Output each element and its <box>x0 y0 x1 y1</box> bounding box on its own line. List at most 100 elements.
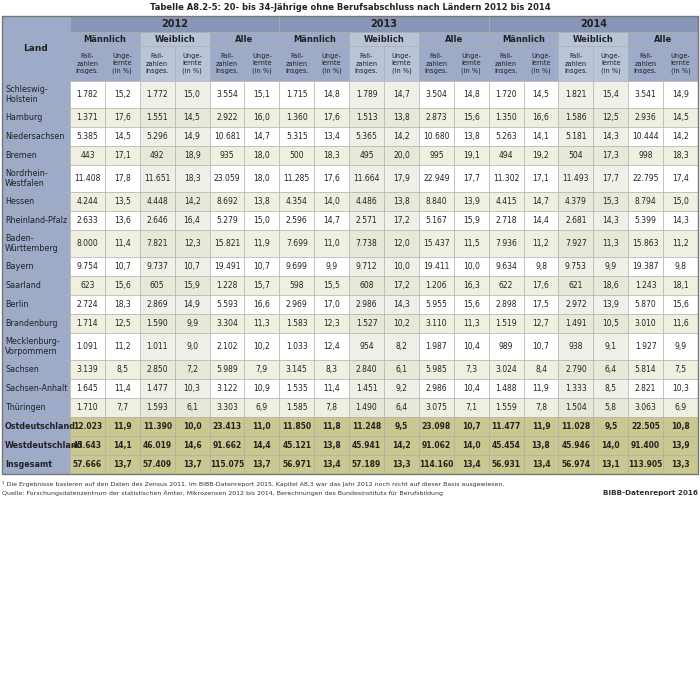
Text: 494: 494 <box>499 151 513 160</box>
Bar <box>384 398 419 417</box>
Bar <box>70 32 140 46</box>
Bar <box>209 257 244 276</box>
Text: Niedersachsen: Niedersachsen <box>5 132 64 141</box>
Text: 14,7: 14,7 <box>253 132 270 141</box>
Bar <box>279 379 314 398</box>
Bar <box>419 230 454 257</box>
Bar <box>419 165 454 192</box>
Bar <box>175 108 209 127</box>
Bar <box>349 360 384 379</box>
Text: 9.753: 9.753 <box>565 262 587 271</box>
Bar <box>524 379 559 398</box>
Bar <box>628 127 663 146</box>
Text: 1.490: 1.490 <box>356 403 377 412</box>
Text: 9,2: 9,2 <box>395 384 407 393</box>
Bar <box>628 32 698 46</box>
Text: 2.898: 2.898 <box>496 300 517 309</box>
Text: 10,7: 10,7 <box>183 262 200 271</box>
Text: 1.714: 1.714 <box>76 319 98 328</box>
Bar <box>559 108 594 127</box>
Bar <box>559 211 594 230</box>
Bar <box>419 455 454 474</box>
Text: 9,1: 9,1 <box>605 342 617 351</box>
Bar <box>524 192 559 211</box>
Bar <box>559 165 594 192</box>
Bar <box>209 333 244 360</box>
Bar <box>559 257 594 276</box>
Text: 18,3: 18,3 <box>114 300 131 309</box>
Text: 45.121: 45.121 <box>282 441 312 450</box>
Text: 1.927: 1.927 <box>635 342 657 351</box>
Bar <box>70 379 105 398</box>
Bar <box>489 314 524 333</box>
Text: 15,2: 15,2 <box>114 90 131 99</box>
Bar <box>594 436 628 455</box>
Text: 14,2: 14,2 <box>183 197 200 206</box>
Bar <box>524 165 559 192</box>
Bar <box>349 295 384 314</box>
Bar <box>2 360 70 379</box>
Text: 2.790: 2.790 <box>565 365 587 374</box>
Text: 17,8: 17,8 <box>114 174 131 183</box>
Bar <box>209 314 244 333</box>
Text: Ostdeutschland: Ostdeutschland <box>5 422 76 431</box>
Text: Fall-
zahlen
insges.: Fall- zahlen insges. <box>215 53 239 74</box>
Text: 11,2: 11,2 <box>533 239 550 248</box>
Text: 13,9: 13,9 <box>463 197 480 206</box>
Bar <box>524 295 559 314</box>
Bar <box>628 46 663 81</box>
Bar <box>140 333 175 360</box>
Bar <box>384 146 419 165</box>
Bar <box>419 276 454 295</box>
Bar <box>70 333 105 360</box>
Text: 2.840: 2.840 <box>356 365 377 374</box>
Bar <box>314 46 349 81</box>
Bar <box>2 333 70 360</box>
Text: 13,4: 13,4 <box>323 132 340 141</box>
Bar <box>70 165 105 192</box>
Text: 14,1: 14,1 <box>113 441 132 450</box>
Bar <box>628 165 663 192</box>
Text: 12,7: 12,7 <box>533 319 550 328</box>
Bar <box>349 379 384 398</box>
Text: 11,9: 11,9 <box>533 384 550 393</box>
Text: 5.870: 5.870 <box>635 300 657 309</box>
Text: 1.593: 1.593 <box>146 403 168 412</box>
Text: 15.821: 15.821 <box>214 239 240 248</box>
Text: 14,4: 14,4 <box>253 441 271 450</box>
Text: 998: 998 <box>638 151 653 160</box>
Bar <box>594 314 628 333</box>
Bar <box>663 230 698 257</box>
Bar <box>105 81 140 108</box>
Text: Thüringen: Thüringen <box>5 403 46 412</box>
Bar <box>454 146 489 165</box>
Bar <box>349 46 384 81</box>
Bar <box>140 108 175 127</box>
Text: Baden-
Württemberg: Baden- Württemberg <box>5 233 59 253</box>
Text: 4.354: 4.354 <box>286 197 308 206</box>
Text: 11,9: 11,9 <box>532 422 550 431</box>
Bar <box>140 81 175 108</box>
Text: Insgesamt: Insgesamt <box>5 460 52 469</box>
Text: 13,8: 13,8 <box>393 197 410 206</box>
Bar <box>419 108 454 127</box>
Bar <box>70 192 105 211</box>
Text: 3.554: 3.554 <box>216 90 238 99</box>
Bar <box>454 379 489 398</box>
Bar <box>175 257 209 276</box>
Text: 605: 605 <box>150 281 164 290</box>
Bar <box>209 108 244 127</box>
Bar <box>140 146 175 165</box>
Text: 10,3: 10,3 <box>672 384 689 393</box>
Bar <box>349 146 384 165</box>
Text: 11,8: 11,8 <box>322 422 341 431</box>
Bar <box>349 417 384 436</box>
Text: 17,9: 17,9 <box>393 174 410 183</box>
Bar <box>524 417 559 436</box>
Text: 17,7: 17,7 <box>602 174 620 183</box>
Text: 608: 608 <box>359 281 374 290</box>
Bar <box>279 333 314 360</box>
Bar <box>2 81 70 108</box>
Text: 14,2: 14,2 <box>392 441 411 450</box>
Bar <box>594 398 628 417</box>
